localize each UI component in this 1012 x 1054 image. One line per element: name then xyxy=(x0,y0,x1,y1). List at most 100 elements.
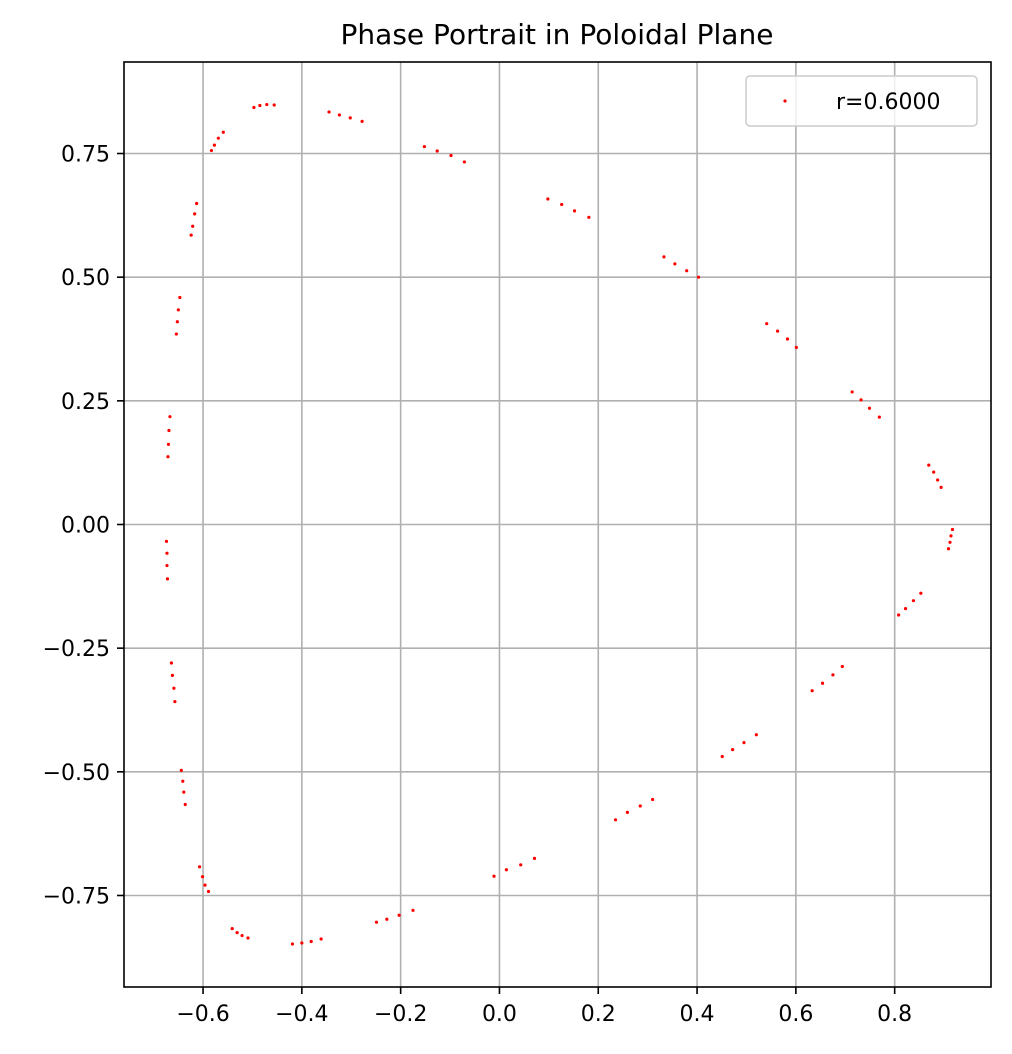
data-point xyxy=(360,119,364,123)
data-point xyxy=(166,455,170,459)
data-point xyxy=(170,673,175,677)
data-point xyxy=(411,908,415,912)
x-axis-ticks: −0.6 −0.4 −0.2 0.0 0.2 0.4 0.6 0.8 xyxy=(176,987,912,1027)
data-point xyxy=(946,547,951,551)
data-point xyxy=(903,606,908,611)
data-point xyxy=(820,681,825,685)
data-point xyxy=(182,790,186,794)
data-point xyxy=(462,160,466,164)
data-point xyxy=(209,148,214,153)
data-point xyxy=(203,883,207,887)
data-point xyxy=(181,779,185,783)
data-point xyxy=(165,551,169,555)
legend-box xyxy=(745,75,978,127)
data-point xyxy=(397,913,401,917)
data-point xyxy=(731,747,735,752)
y-tick-label: −0.25 xyxy=(43,637,110,662)
data-point xyxy=(859,398,863,402)
data-point xyxy=(850,390,854,394)
y-tick-label: 0.50 xyxy=(61,266,110,291)
data-point xyxy=(927,463,931,467)
data-point xyxy=(272,103,276,107)
data-point xyxy=(200,875,205,879)
data-point xyxy=(235,930,239,935)
data-point xyxy=(422,144,426,149)
data-point xyxy=(492,874,496,878)
data-point xyxy=(246,936,250,940)
data-point xyxy=(950,527,955,532)
data-point xyxy=(195,201,199,206)
data-point xyxy=(374,920,379,924)
legend-label: r=0.6000 xyxy=(836,90,940,115)
x-tick-label: 0.2 xyxy=(581,1002,616,1027)
x-tick-label: 0.4 xyxy=(680,1002,715,1027)
data-point xyxy=(532,856,537,860)
data-point xyxy=(662,255,666,259)
y-tick-label: −0.50 xyxy=(43,761,110,786)
data-point xyxy=(252,105,256,110)
data-point xyxy=(348,116,352,120)
data-point xyxy=(230,927,234,931)
data-point xyxy=(720,754,724,759)
data-point xyxy=(221,130,225,134)
x-tick-label: −0.2 xyxy=(374,1002,427,1027)
data-point xyxy=(178,295,182,300)
data-point xyxy=(174,332,178,336)
data-point xyxy=(673,262,677,266)
data-point xyxy=(168,415,172,419)
data-point xyxy=(169,661,174,665)
data-point xyxy=(794,345,798,350)
data-point xyxy=(175,320,179,324)
data-point xyxy=(337,113,341,117)
data-point xyxy=(587,215,591,219)
data-point xyxy=(172,686,176,690)
data-point xyxy=(164,539,169,543)
data-point xyxy=(385,917,389,921)
data-point xyxy=(216,136,220,140)
data-point xyxy=(685,269,689,273)
data-point xyxy=(197,865,202,869)
data-point xyxy=(166,442,171,446)
data-point xyxy=(936,478,940,482)
data-point xyxy=(165,577,170,581)
data-point xyxy=(258,103,262,108)
data-point xyxy=(449,153,453,158)
data-point xyxy=(831,673,835,677)
y-tick-label: −0.75 xyxy=(43,884,110,909)
data-point xyxy=(309,939,313,944)
data-point xyxy=(867,406,872,410)
data-point xyxy=(696,275,701,279)
data-point xyxy=(435,149,439,153)
data-point xyxy=(785,337,790,341)
y-axis-ticks: −0.75 −0.50 −0.25 0.00 0.25 0.50 0.75 xyxy=(43,143,124,909)
y-tick-label: 0.25 xyxy=(61,390,110,415)
data-point xyxy=(165,563,169,568)
data-point xyxy=(560,202,564,207)
data-point xyxy=(319,937,323,941)
data-point xyxy=(212,143,217,147)
data-point xyxy=(290,942,295,946)
data-point xyxy=(638,804,642,808)
y-tick-label: 0.00 xyxy=(61,514,110,539)
x-tick-label: 0.0 xyxy=(482,1002,517,1027)
data-point xyxy=(546,197,550,201)
data-point xyxy=(179,768,183,772)
data-point xyxy=(265,102,269,107)
data-point xyxy=(189,233,193,237)
data-point xyxy=(754,733,758,737)
data-point xyxy=(911,599,916,603)
y-tick-label: 0.75 xyxy=(61,143,110,168)
data-point xyxy=(650,797,655,802)
data-point xyxy=(625,810,630,814)
data-point xyxy=(519,863,523,867)
x-tick-label: 0.6 xyxy=(778,1002,813,1027)
legend-marker xyxy=(783,99,787,103)
data-point xyxy=(206,889,211,894)
data-points xyxy=(164,102,955,946)
data-point xyxy=(167,428,171,433)
data-point xyxy=(919,591,923,595)
data-point xyxy=(775,329,780,333)
data-point xyxy=(765,322,769,326)
data-point xyxy=(240,933,244,938)
